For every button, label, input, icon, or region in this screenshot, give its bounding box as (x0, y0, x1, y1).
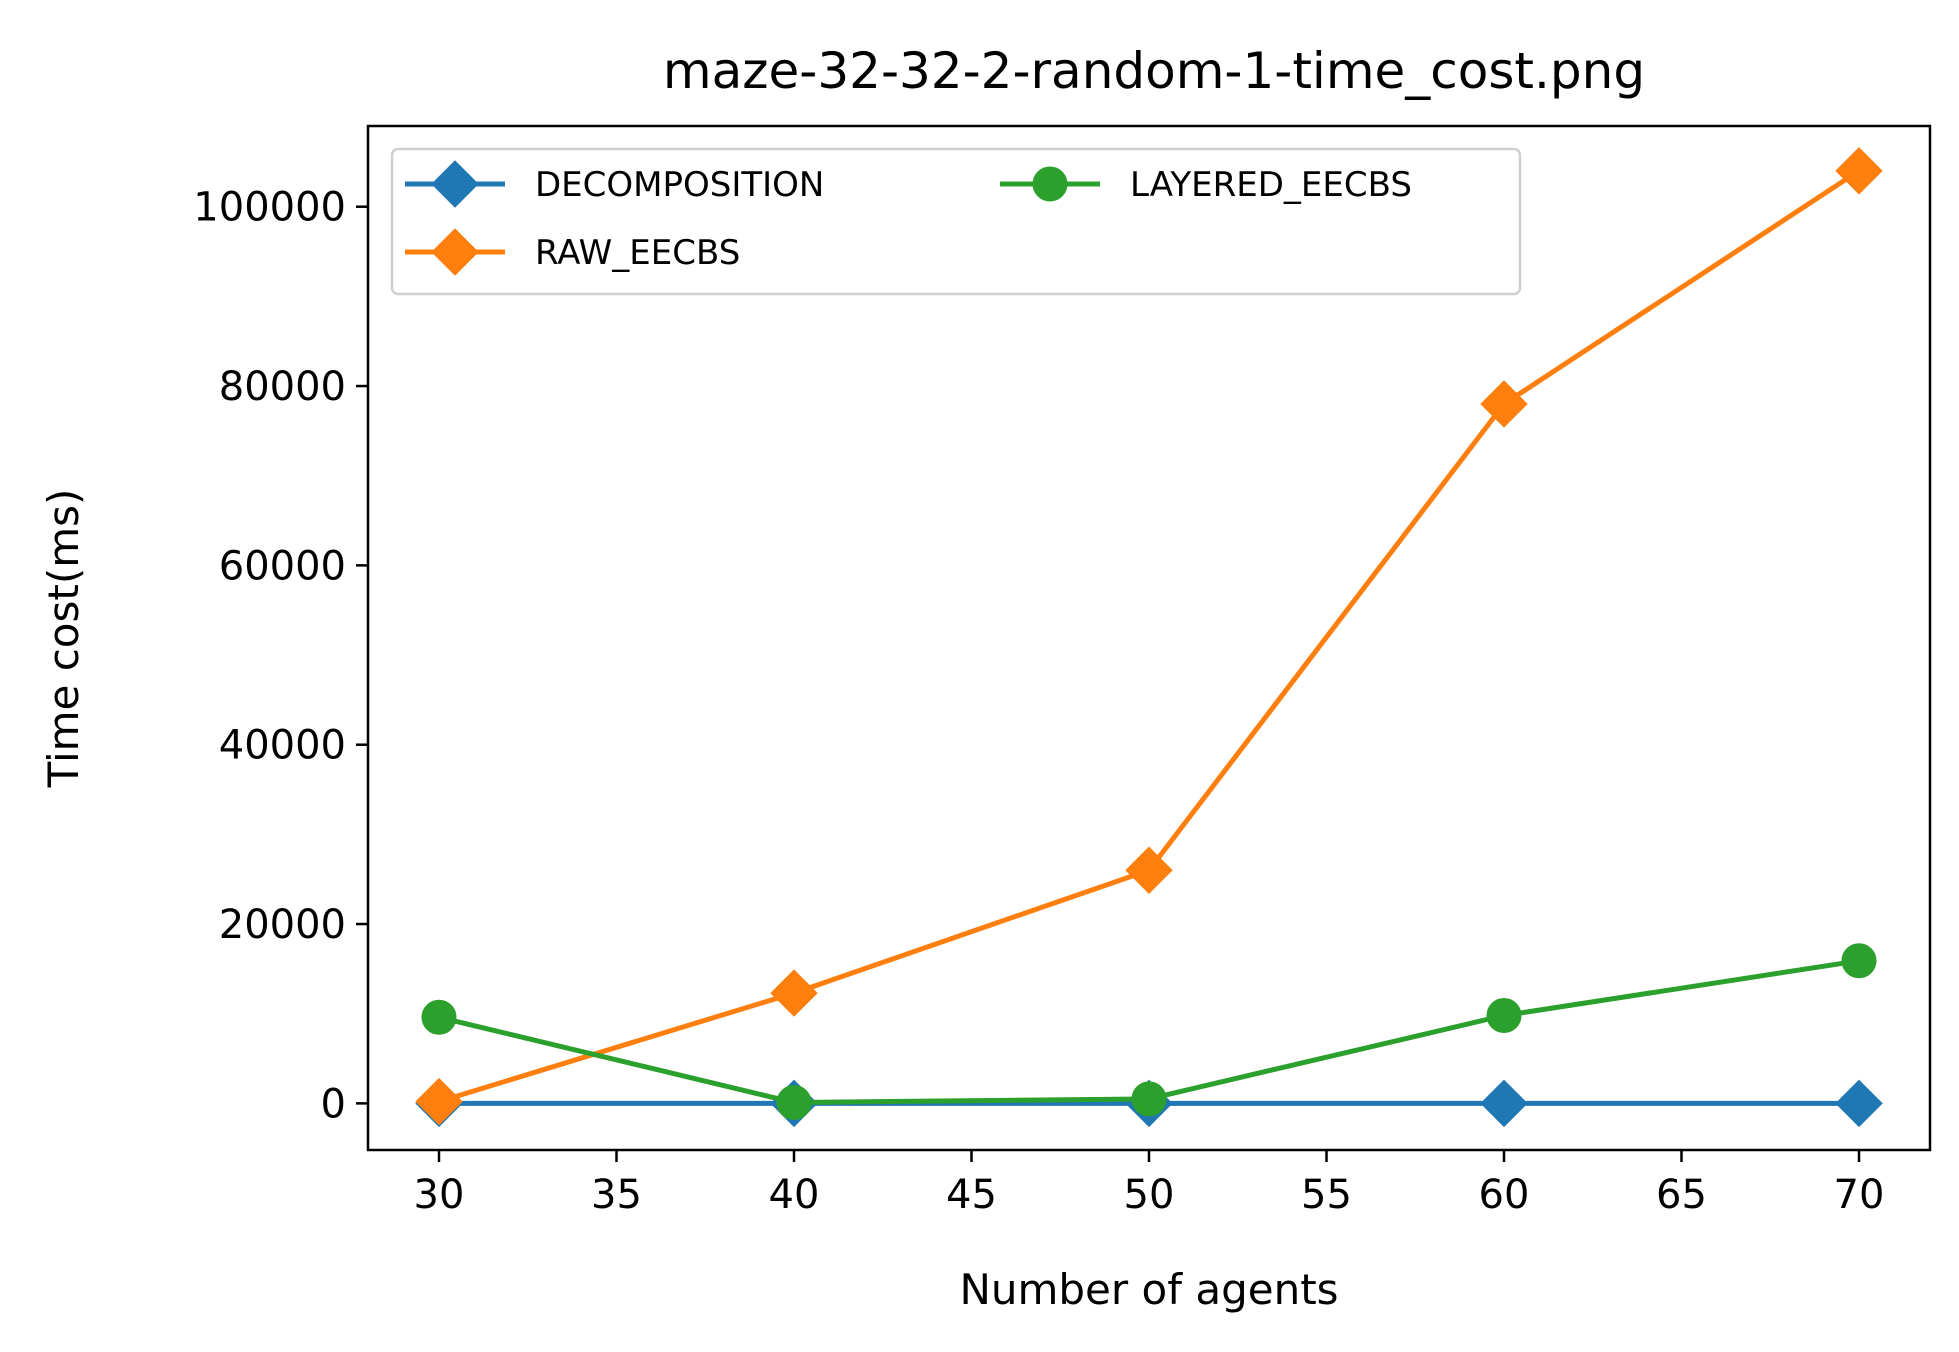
y-tick-label: 20000 (219, 902, 346, 948)
data-point (776, 1084, 812, 1120)
legend: DECOMPOSITION RAW_EECBS LAYERED_EECBS (390, 147, 1522, 296)
data-point (415, 1077, 463, 1126)
legend-marker (431, 160, 479, 208)
series-layered-eecbs (421, 943, 1877, 1120)
x-axis-label: Number of agents (959, 1265, 1338, 1314)
legend-frame (390, 147, 1522, 296)
data-point (1835, 1079, 1883, 1128)
data-point (1841, 943, 1877, 979)
y-tick-label: 0 (321, 1081, 346, 1127)
legend-label: RAW_EECBS (535, 233, 740, 273)
data-point (421, 999, 457, 1035)
data-point (1131, 1081, 1167, 1117)
chart-title: maze-32-32-2-random-1-time_cost.png (663, 42, 1645, 100)
x-axis-ticks: 30 35 40 45 50 55 60 65 70 (414, 1150, 1885, 1218)
y-tick-label: 100000 (193, 185, 346, 231)
y-axis-ticks: 0 20000 40000 60000 80000 100000 (193, 185, 368, 1127)
legend-entry: DECOMPOSITION (405, 160, 824, 208)
legend-marker (431, 228, 479, 276)
legend-label: DECOMPOSITION (535, 165, 824, 205)
data-point (1486, 997, 1522, 1033)
x-tick-label: 65 (1656, 1172, 1707, 1218)
data-point (770, 969, 818, 1017)
y-tick-label: 80000 (219, 364, 346, 410)
y-tick-label: 60000 (219, 543, 346, 589)
legend-label: LAYERED_EECBS (1130, 165, 1412, 205)
data-point (1835, 147, 1883, 195)
x-tick-label: 70 (1834, 1172, 1885, 1218)
data-point (1480, 1079, 1528, 1128)
y-axis-label: Time cost(ms) (39, 489, 88, 789)
x-tick-label: 35 (591, 1172, 642, 1218)
x-tick-label: 45 (946, 1172, 997, 1218)
data-point (1480, 380, 1528, 428)
legend-entry: RAW_EECBS (405, 228, 740, 276)
data-point (1125, 846, 1173, 894)
x-tick-label: 50 (1124, 1172, 1175, 1218)
legend-marker (1032, 166, 1068, 202)
y-tick-label: 40000 (219, 723, 346, 769)
legend-entry: LAYERED_EECBS (1000, 165, 1412, 205)
series-raw-eecbs (415, 147, 1883, 1126)
x-tick-label: 60 (1479, 1172, 1530, 1218)
series-layer (415, 147, 1883, 1128)
x-tick-label: 30 (414, 1172, 465, 1218)
x-tick-label: 55 (1301, 1172, 1352, 1218)
x-tick-label: 40 (769, 1172, 820, 1218)
